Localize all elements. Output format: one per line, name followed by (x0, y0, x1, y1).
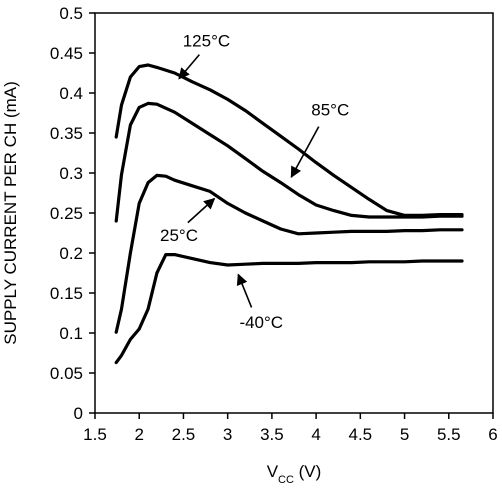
annotation-arrow (178, 54, 200, 80)
y-tick-label: 0.1 (59, 324, 83, 343)
annotation-arrow (236, 273, 253, 308)
annotation-arrow (187, 197, 216, 224)
series-line-0 (114, 63, 464, 217)
y-axis-title: SUPPLY CURRENT PER CH (mA) (1, 81, 20, 345)
y-tick-label: 0.2 (59, 244, 83, 263)
y-tick-label: 0.5 (59, 4, 83, 23)
y-tick-label: 0.05 (50, 364, 83, 383)
y-tick-label: 0.35 (50, 124, 83, 143)
series-line-3 (114, 253, 464, 365)
x-tick-label: 2.5 (172, 425, 196, 444)
y-tick-label: 0.45 (50, 44, 83, 63)
series-layer (114, 63, 464, 365)
x-axis-title: VCC (V) (267, 462, 322, 486)
y-tick-label: 0 (74, 404, 83, 423)
x-axis-title-main: V (267, 462, 279, 481)
y-tick-label: 0.25 (50, 204, 83, 223)
x-tick-label: 2 (134, 425, 143, 444)
x-tick-label: 6 (488, 425, 497, 444)
y-tick-label: 0.3 (59, 164, 83, 183)
series-label: -40°C (239, 313, 283, 332)
series-label: 125°C (183, 32, 230, 51)
series-label: 85°C (311, 100, 349, 119)
y-tick-label: 0.15 (50, 284, 83, 303)
plot-frame (94, 12, 494, 414)
x-tick-label: 1.5 (83, 425, 107, 444)
annotation-layer: 125°C 85°C 25°C -40°C (160, 32, 349, 333)
x-tick-label: 3.5 (260, 425, 284, 444)
x-tick-label: 4 (311, 425, 320, 444)
y-tick-label: 0.4 (59, 84, 83, 103)
x-tick-label: 4.5 (349, 425, 373, 444)
series-line-2 (114, 173, 464, 334)
x-axis-title-sub: CC (278, 474, 294, 486)
x-axis-title-unit: (V) (294, 462, 321, 481)
series-label: 25°C (160, 226, 198, 245)
axis-ticks: 1.5 2 2.5 3 3.5 4 4.5 5 5.5 6 0 0.05 0.1 0.15 0.2 0.25 0… (50, 4, 498, 444)
x-tick-label: 3 (223, 425, 232, 444)
series-line-1 (114, 101, 464, 223)
annotation-arrow (290, 126, 320, 178)
x-tick-label: 5.5 (437, 425, 461, 444)
x-tick-label: 5 (400, 425, 409, 444)
